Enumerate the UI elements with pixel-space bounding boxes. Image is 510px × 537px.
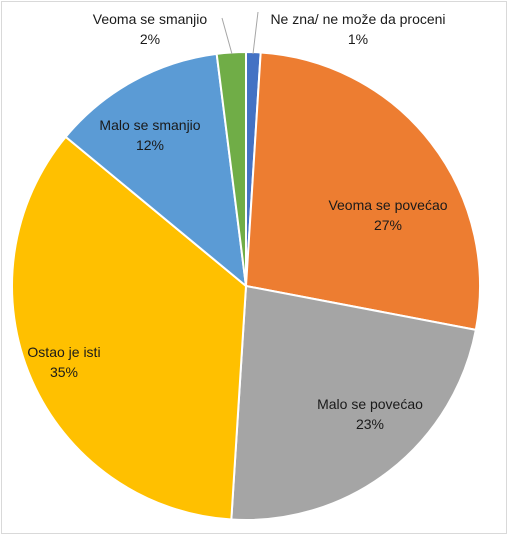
slice-label-percent: 23% xyxy=(356,416,384,432)
slice-label-category: Ostao je isti xyxy=(27,344,100,360)
slice-label-percent: 35% xyxy=(50,364,78,380)
pie-slice-2 xyxy=(245,51,481,331)
pie-slice-3 xyxy=(230,285,477,521)
slice-label-category: Veoma se povećao xyxy=(328,197,447,213)
pie-slice-4 xyxy=(11,135,247,521)
pie-slice-5 xyxy=(64,52,247,287)
slice-label-percent: 12% xyxy=(136,137,164,153)
leader-line xyxy=(252,11,259,55)
leader-line xyxy=(221,17,233,55)
pie-slices xyxy=(11,50,481,521)
slice-label-percent: 1% xyxy=(348,31,368,47)
slice-label-percent: 27% xyxy=(374,217,402,233)
data-labels: Ne zna/ ne može da proceni 1% Veoma se pov… xyxy=(27,11,447,432)
slice-label-category: Malo se povećao xyxy=(317,396,423,412)
slice-label-category: Veoma se smanjio xyxy=(93,11,208,27)
slice-label-category: Ne zna/ ne može da proceni xyxy=(270,11,445,27)
slice-label-category: Malo se smanjio xyxy=(99,117,200,133)
leader-lines xyxy=(221,11,259,55)
slice-label-percent: 2% xyxy=(140,31,160,47)
